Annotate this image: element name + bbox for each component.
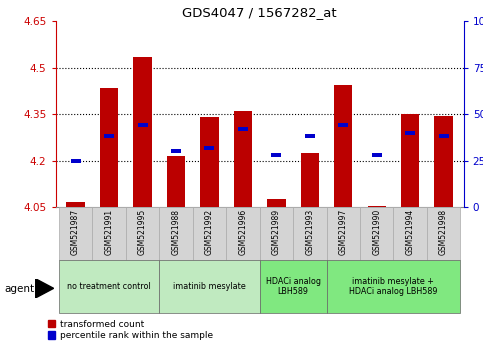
Bar [372, 153, 382, 157]
Bar [226, 207, 260, 260]
Bar [67, 202, 85, 207]
Text: HDACi analog
LBH589: HDACi analog LBH589 [266, 277, 321, 296]
Bar [238, 127, 248, 131]
Text: GSM521994: GSM521994 [406, 209, 414, 255]
Bar [193, 207, 226, 260]
Bar [100, 88, 118, 207]
Bar [260, 207, 293, 260]
Bar [334, 85, 353, 207]
Bar [234, 111, 252, 207]
Bar [126, 207, 159, 260]
Bar [133, 57, 152, 207]
Text: GSM521988: GSM521988 [171, 209, 181, 255]
Text: GSM521993: GSM521993 [305, 209, 314, 255]
Bar [394, 207, 427, 260]
Bar [200, 117, 219, 207]
Bar [368, 206, 386, 207]
Bar [260, 260, 327, 313]
Bar [434, 116, 453, 207]
Bar [267, 199, 285, 207]
Text: GSM521990: GSM521990 [372, 209, 381, 255]
Text: agent: agent [5, 284, 35, 293]
Bar [427, 207, 460, 260]
Bar [327, 207, 360, 260]
Bar [59, 207, 92, 260]
Bar [138, 123, 147, 127]
Text: no treatment control: no treatment control [67, 282, 151, 291]
Bar [293, 207, 327, 260]
Text: GSM521998: GSM521998 [439, 209, 448, 255]
Bar [271, 153, 282, 157]
Bar [327, 260, 460, 313]
Bar [305, 135, 315, 138]
Text: GSM521987: GSM521987 [71, 209, 80, 255]
Bar [159, 260, 260, 313]
Title: GDS4047 / 1567282_at: GDS4047 / 1567282_at [182, 6, 337, 19]
Bar [71, 159, 81, 162]
Bar [405, 131, 415, 135]
Bar [171, 149, 181, 153]
Bar [104, 135, 114, 138]
Bar [159, 207, 193, 260]
Text: imatinib mesylate: imatinib mesylate [173, 282, 246, 291]
Bar [59, 260, 159, 313]
Text: GSM521996: GSM521996 [239, 209, 247, 255]
Text: GSM521991: GSM521991 [105, 209, 114, 255]
Bar [439, 135, 449, 138]
Bar [360, 207, 394, 260]
Text: GSM521992: GSM521992 [205, 209, 214, 255]
Text: GSM521989: GSM521989 [272, 209, 281, 255]
Bar [401, 114, 419, 207]
Legend: transformed count, percentile rank within the sample: transformed count, percentile rank withi… [48, 320, 213, 340]
Text: GSM521995: GSM521995 [138, 209, 147, 255]
Bar [338, 123, 348, 127]
Bar [204, 145, 214, 150]
Text: imatinib mesylate +
HDACi analog LBH589: imatinib mesylate + HDACi analog LBH589 [349, 277, 438, 296]
Bar [300, 153, 319, 207]
Polygon shape [35, 279, 54, 298]
Bar [167, 156, 185, 207]
Text: GSM521997: GSM521997 [339, 209, 348, 255]
Bar [92, 207, 126, 260]
